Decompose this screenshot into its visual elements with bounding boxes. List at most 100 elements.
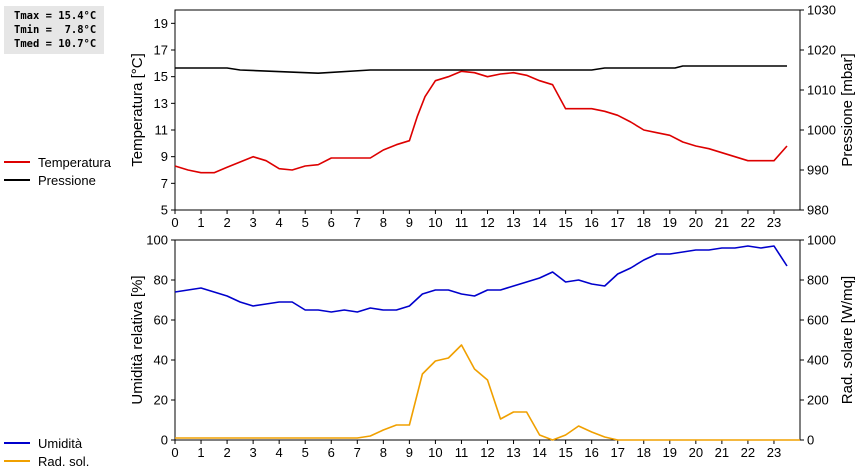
y-left-tick-label: 5	[161, 203, 168, 218]
stats-box: Tmax = 15.4°C Tmin = 7.8°C Tmed = 10.7°C	[4, 6, 104, 54]
x-tick-label: 12	[480, 445, 494, 460]
y-right-axis-title: Pressione [mbar]	[839, 53, 856, 166]
plot-frame	[174, 239, 801, 441]
x-tick-label: 10	[428, 445, 442, 460]
x-tick-label: 12	[480, 215, 494, 230]
y-right-tick-label: 1000	[807, 233, 836, 248]
legend-swatch-pressione	[4, 179, 30, 181]
y-right-tick-label: 200	[807, 393, 829, 408]
legend-top: Temperatura Pressione	[4, 153, 111, 189]
x-tick-label: 9	[406, 445, 413, 460]
series-line-rad-sol	[175, 344, 800, 441]
y-left-tick-label: 20	[154, 393, 168, 408]
x-tick-label: 8	[380, 215, 387, 230]
x-tick-label: 20	[689, 445, 703, 460]
y-left-tick-label: 11	[155, 123, 169, 138]
x-tick-label: 21	[715, 215, 729, 230]
y-left-tick-label: 13	[154, 96, 168, 111]
series-line-umidit	[174, 245, 788, 313]
x-tick-label: 14	[532, 215, 546, 230]
x-tick-label: 16	[584, 445, 598, 460]
plot-frame	[174, 9, 801, 211]
y-left-tick-label: 7	[161, 176, 168, 191]
x-tick-label: 15	[558, 215, 572, 230]
x-tick-label: 22	[741, 445, 755, 460]
x-tick-label: 19	[663, 215, 677, 230]
y-right-tick-label: 1030	[807, 3, 836, 18]
legend-label-pressione: Pressione	[38, 172, 96, 188]
x-tick-label: 17	[610, 445, 624, 460]
x-tick-label: 4	[276, 445, 283, 460]
x-tick-label: 19	[663, 445, 677, 460]
x-tick-label: 0	[171, 215, 178, 230]
legend-item-pressione: Pressione	[4, 171, 111, 189]
legend-swatch-umidita	[4, 442, 30, 444]
x-tick-label: 21	[715, 445, 729, 460]
x-tick-label: 13	[506, 215, 520, 230]
legend-swatch-rad-sol	[4, 460, 30, 462]
x-tick-label: 8	[380, 445, 387, 460]
tmax-text: Tmax = 15.4°C	[14, 10, 97, 22]
legend-swatch-temperatura	[4, 161, 30, 163]
x-tick-label: 3	[250, 215, 257, 230]
x-tick-label: 6	[328, 445, 335, 460]
y-right-tick-label: 1000	[807, 123, 836, 138]
x-tick-label: 18	[637, 215, 651, 230]
x-tick-label: 1	[197, 215, 204, 230]
x-tick-label: 6	[328, 215, 335, 230]
y-left-tick-label: 100	[146, 233, 168, 248]
x-tick-label: 9	[406, 215, 413, 230]
legend-label-temperatura: Temperatura	[38, 154, 111, 170]
y-left-tick-label: 19	[154, 16, 168, 31]
y-right-axis-title: Rad. solare [W/mq]	[839, 276, 856, 404]
x-tick-label: 23	[767, 445, 781, 460]
x-tick-label: 2	[223, 445, 230, 460]
y-left-tick-label: 9	[161, 149, 168, 164]
x-tick-label: 17	[610, 215, 624, 230]
x-tick-label: 16	[584, 215, 598, 230]
x-tick-label: 7	[354, 215, 361, 230]
y-left-axis-title: Temperatura [°C]	[129, 53, 146, 167]
x-tick-label: 5	[302, 445, 309, 460]
y-left-tick-label: 80	[154, 273, 168, 288]
y-right-tick-label: 800	[807, 273, 829, 288]
legend-item-umidita: Umidità	[4, 434, 89, 452]
x-tick-label: 13	[506, 445, 520, 460]
tmed-text: Tmed = 10.7°C	[14, 38, 97, 50]
x-tick-label: 20	[689, 215, 703, 230]
y-right-tick-label: 990	[807, 163, 829, 178]
y-left-tick-label: 15	[154, 69, 168, 84]
x-tick-label: 11	[455, 445, 469, 460]
x-tick-label: 7	[354, 445, 361, 460]
y-left-tick-label: 60	[154, 313, 168, 328]
series-line-pressione	[175, 65, 787, 74]
y-right-tick-label: 0	[807, 433, 814, 448]
y-right-tick-label: 400	[807, 353, 829, 368]
x-tick-label: 10	[428, 215, 442, 230]
x-tick-label: 2	[223, 215, 230, 230]
x-tick-label: 5	[302, 215, 309, 230]
x-tick-label: 22	[741, 215, 755, 230]
x-tick-label: 3	[250, 445, 257, 460]
x-tick-label: 1	[197, 445, 204, 460]
y-right-tick-label: 1010	[807, 83, 836, 98]
y-left-tick-label: 17	[154, 43, 168, 58]
x-tick-label: 11	[455, 215, 469, 230]
x-tick-label: 14	[532, 445, 546, 460]
x-tick-label: 23	[767, 215, 781, 230]
y-left-tick-label: 0	[161, 433, 168, 448]
y-right-tick-label: 600	[807, 313, 829, 328]
y-right-tick-label: 980	[807, 203, 829, 218]
x-tick-label: 18	[637, 445, 651, 460]
legend-label-umidita: Umidità	[38, 435, 83, 451]
x-tick-label: 15	[558, 445, 572, 460]
y-left-tick-label: 40	[154, 353, 168, 368]
series-line-temperatura	[174, 70, 788, 174]
x-tick-label: 4	[276, 215, 283, 230]
legend-item-temperatura: Temperatura	[4, 153, 111, 171]
tmin-text: Tmin = 7.8°C	[14, 24, 97, 36]
y-left-axis-title: Umidità relativa [%]	[129, 275, 146, 404]
